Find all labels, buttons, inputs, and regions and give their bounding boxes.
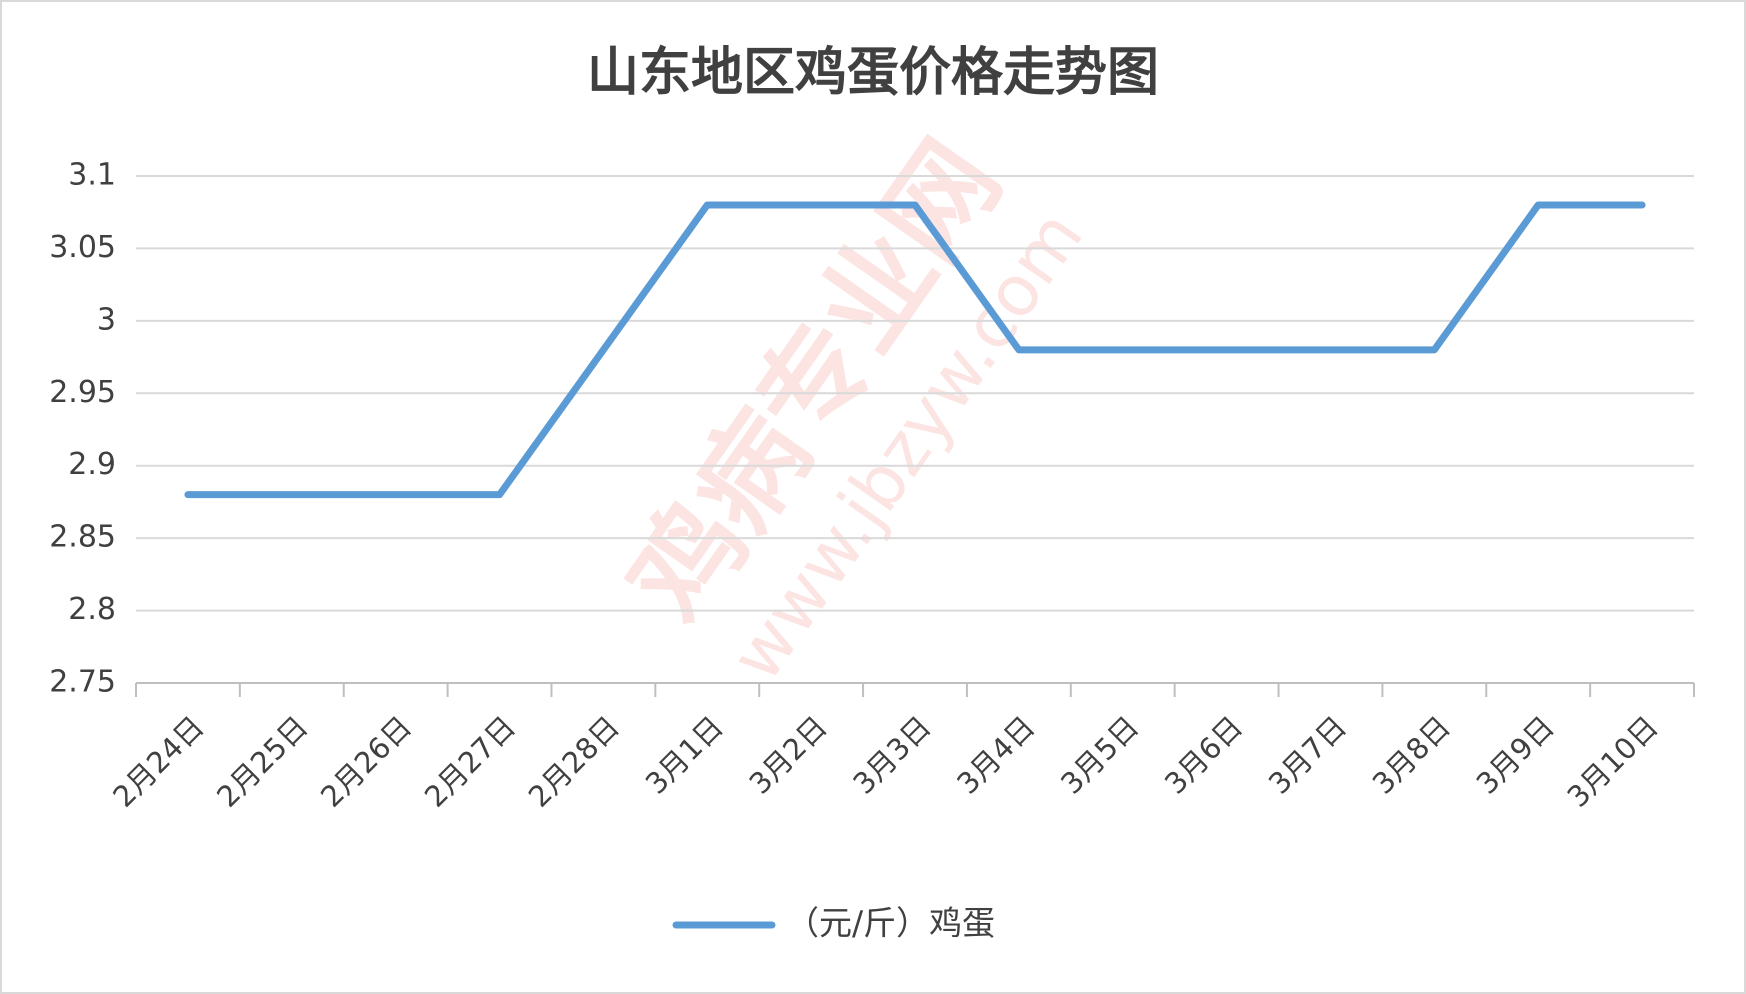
y-tick-label: 2.8 — [68, 592, 116, 627]
y-tick-label: 2.75 — [49, 665, 116, 700]
legend-label: （元/斤）鸡蛋 — [786, 904, 995, 943]
y-tick-label: 3.05 — [49, 230, 116, 265]
chart-title: 山东地区鸡蛋价格走势图 — [587, 43, 1159, 103]
y-tick-label: 2.95 — [49, 375, 116, 410]
y-tick-label: 3.1 — [68, 158, 116, 193]
data-line — [184, 201, 1646, 499]
y-tick-label: 2.85 — [49, 520, 116, 555]
y-tick-label: 2.9 — [68, 447, 116, 482]
y-tick-label: 3 — [97, 302, 116, 337]
